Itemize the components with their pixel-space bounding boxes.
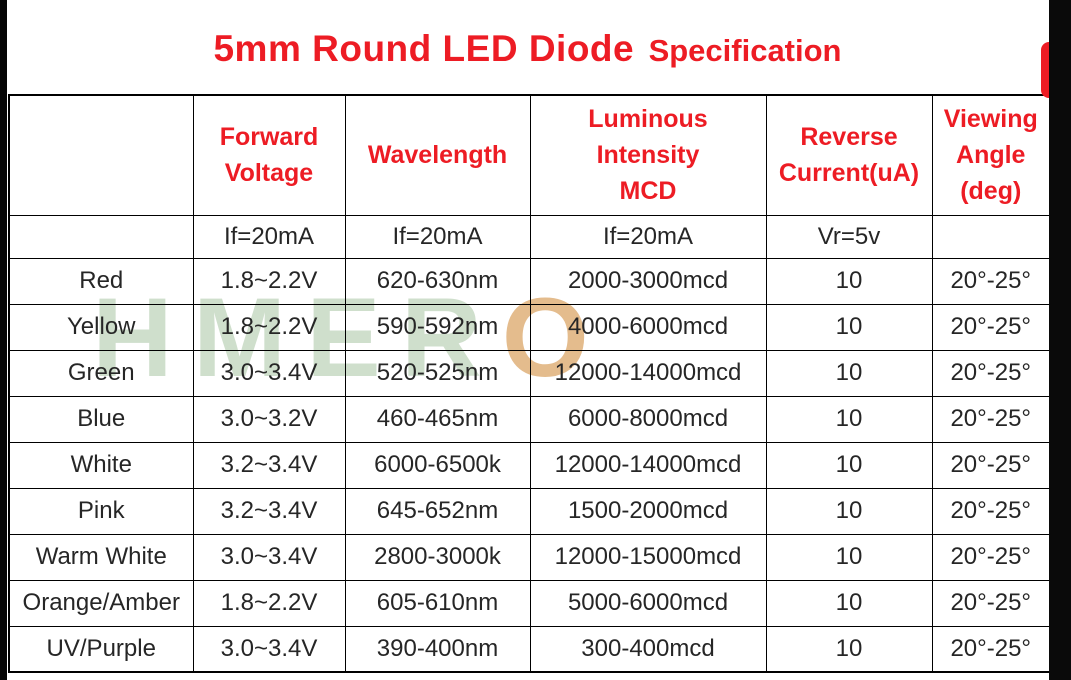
- cell-reverse-current: 10: [765, 303, 933, 351]
- cell-wavelength: 520-525nm: [344, 349, 531, 397]
- condition-row: If=20mA If=20mA If=20mA Vr=5v: [8, 214, 1051, 259]
- column-header-wavelength: Wavelength: [344, 94, 531, 216]
- table-row-red: Red 1.8~2.2V 620-630nm 2000-3000mcd 10 2…: [8, 257, 1051, 305]
- cell-luminous-intensity: 1500-2000mcd: [529, 487, 767, 535]
- cell-color-name: UV/Purple: [8, 625, 194, 673]
- table-row-warm-white: Warm White 3.0~3.4V 2800-3000k 12000-150…: [8, 533, 1051, 581]
- cell-forward-voltage: 3.2~3.4V: [192, 441, 346, 489]
- condition-luminous-intensity: If=20mA: [529, 214, 767, 259]
- column-header-viewing-angle: Viewing Angle (deg): [931, 94, 1051, 216]
- cell-luminous-intensity: 5000-6000mcd: [529, 579, 767, 627]
- right-black-bar: [1049, 0, 1071, 680]
- cell-forward-voltage: 1.8~2.2V: [192, 257, 346, 305]
- cell-luminous-intensity: 6000-8000mcd: [529, 395, 767, 443]
- cell-wavelength: 605-610nm: [344, 579, 531, 627]
- cell-reverse-current: 10: [765, 349, 933, 397]
- cell-forward-voltage: 3.2~3.4V: [192, 487, 346, 535]
- cell-luminous-intensity: 2000-3000mcd: [529, 257, 767, 305]
- condition-blank: [8, 214, 194, 259]
- cell-luminous-intensity: 4000-6000mcd: [529, 303, 767, 351]
- cell-color-name: Warm White: [8, 533, 194, 581]
- cell-wavelength: 2800-3000k: [344, 533, 531, 581]
- left-black-bar: [0, 0, 7, 680]
- cell-forward-voltage: 1.8~2.2V: [192, 579, 346, 627]
- cell-color-name: Green: [8, 349, 194, 397]
- column-header-blank: [8, 94, 194, 216]
- cell-color-name: Pink: [8, 487, 194, 535]
- cell-reverse-current: 10: [765, 257, 933, 305]
- condition-viewing-angle: [931, 214, 1051, 259]
- cell-luminous-intensity: 12000-15000mcd: [529, 533, 767, 581]
- cell-reverse-current: 10: [765, 579, 933, 627]
- cell-viewing-angle: 20°-25°: [931, 257, 1051, 305]
- header-row: Forward Voltage Wavelength Luminous Inte…: [8, 94, 1051, 216]
- cell-reverse-current: 10: [765, 533, 933, 581]
- cell-color-name: Yellow: [8, 303, 194, 351]
- cell-viewing-angle: 20°-25°: [931, 441, 1051, 489]
- cell-color-name: Blue: [8, 395, 194, 443]
- cell-luminous-intensity: 300-400mcd: [529, 625, 767, 673]
- cell-viewing-angle: 20°-25°: [931, 395, 1051, 443]
- cell-forward-voltage: 1.8~2.2V: [192, 303, 346, 351]
- table-row-green: Green 3.0~3.4V 520-525nm 12000-14000mcd …: [8, 349, 1051, 397]
- title-sub: Specification: [648, 33, 842, 68]
- cell-color-name: White: [8, 441, 194, 489]
- condition-reverse-current: Vr=5v: [765, 214, 933, 259]
- cell-viewing-angle: 20°-25°: [931, 487, 1051, 535]
- condition-forward-voltage: If=20mA: [192, 214, 346, 259]
- title-main: 5mm Round LED Diode: [213, 28, 635, 69]
- cell-wavelength: 620-630nm: [344, 257, 531, 305]
- cell-reverse-current: 10: [765, 395, 933, 443]
- cell-reverse-current: 10: [765, 625, 933, 673]
- cell-forward-voltage: 3.0~3.2V: [192, 395, 346, 443]
- cell-wavelength: 390-400nm: [344, 625, 531, 673]
- cell-reverse-current: 10: [765, 441, 933, 489]
- cell-viewing-angle: 20°-25°: [931, 303, 1051, 351]
- cell-viewing-angle: 20°-25°: [931, 625, 1051, 673]
- cell-viewing-angle: 20°-25°: [931, 533, 1051, 581]
- cell-wavelength: 590-592nm: [344, 303, 531, 351]
- table-row-white: White 3.2~3.4V 6000-6500k 12000-14000mcd…: [8, 441, 1051, 489]
- spec-table: Forward Voltage Wavelength Luminous Inte…: [8, 94, 1051, 673]
- cell-forward-voltage: 3.0~3.4V: [192, 533, 346, 581]
- table-row-pink: Pink 3.2~3.4V 645-652nm 1500-2000mcd 10 …: [8, 487, 1051, 535]
- table-row-blue: Blue 3.0~3.2V 460-465nm 6000-8000mcd 10 …: [8, 395, 1051, 443]
- cell-viewing-angle: 20°-25°: [931, 349, 1051, 397]
- table-row-uv-purple: UV/Purple 3.0~3.4V 390-400nm 300-400mcd …: [8, 625, 1051, 673]
- column-header-reverse-current: Reverse Current(uA): [765, 94, 933, 216]
- cell-wavelength: 6000-6500k: [344, 441, 531, 489]
- page-title: 5mm Round LED Diode Specification: [0, 28, 1055, 70]
- cell-viewing-angle: 20°-25°: [931, 579, 1051, 627]
- table-row-orange-amber: Orange/Amber 1.8~2.2V 605-610nm 5000-600…: [8, 579, 1051, 627]
- cell-color-name: Red: [8, 257, 194, 305]
- cell-forward-voltage: 3.0~3.4V: [192, 349, 346, 397]
- column-header-luminous-intensity: Luminous Intensity MCD: [529, 94, 767, 216]
- condition-wavelength: If=20mA: [344, 214, 531, 259]
- cell-luminous-intensity: 12000-14000mcd: [529, 441, 767, 489]
- cell-reverse-current: 10: [765, 487, 933, 535]
- cell-luminous-intensity: 12000-14000mcd: [529, 349, 767, 397]
- cell-wavelength: 460-465nm: [344, 395, 531, 443]
- cell-color-name: Orange/Amber: [8, 579, 194, 627]
- table-row-yellow: Yellow 1.8~2.2V 590-592nm 4000-6000mcd 1…: [8, 303, 1051, 351]
- column-header-forward-voltage: Forward Voltage: [192, 94, 346, 216]
- cell-wavelength: 645-652nm: [344, 487, 531, 535]
- cell-forward-voltage: 3.0~3.4V: [192, 625, 346, 673]
